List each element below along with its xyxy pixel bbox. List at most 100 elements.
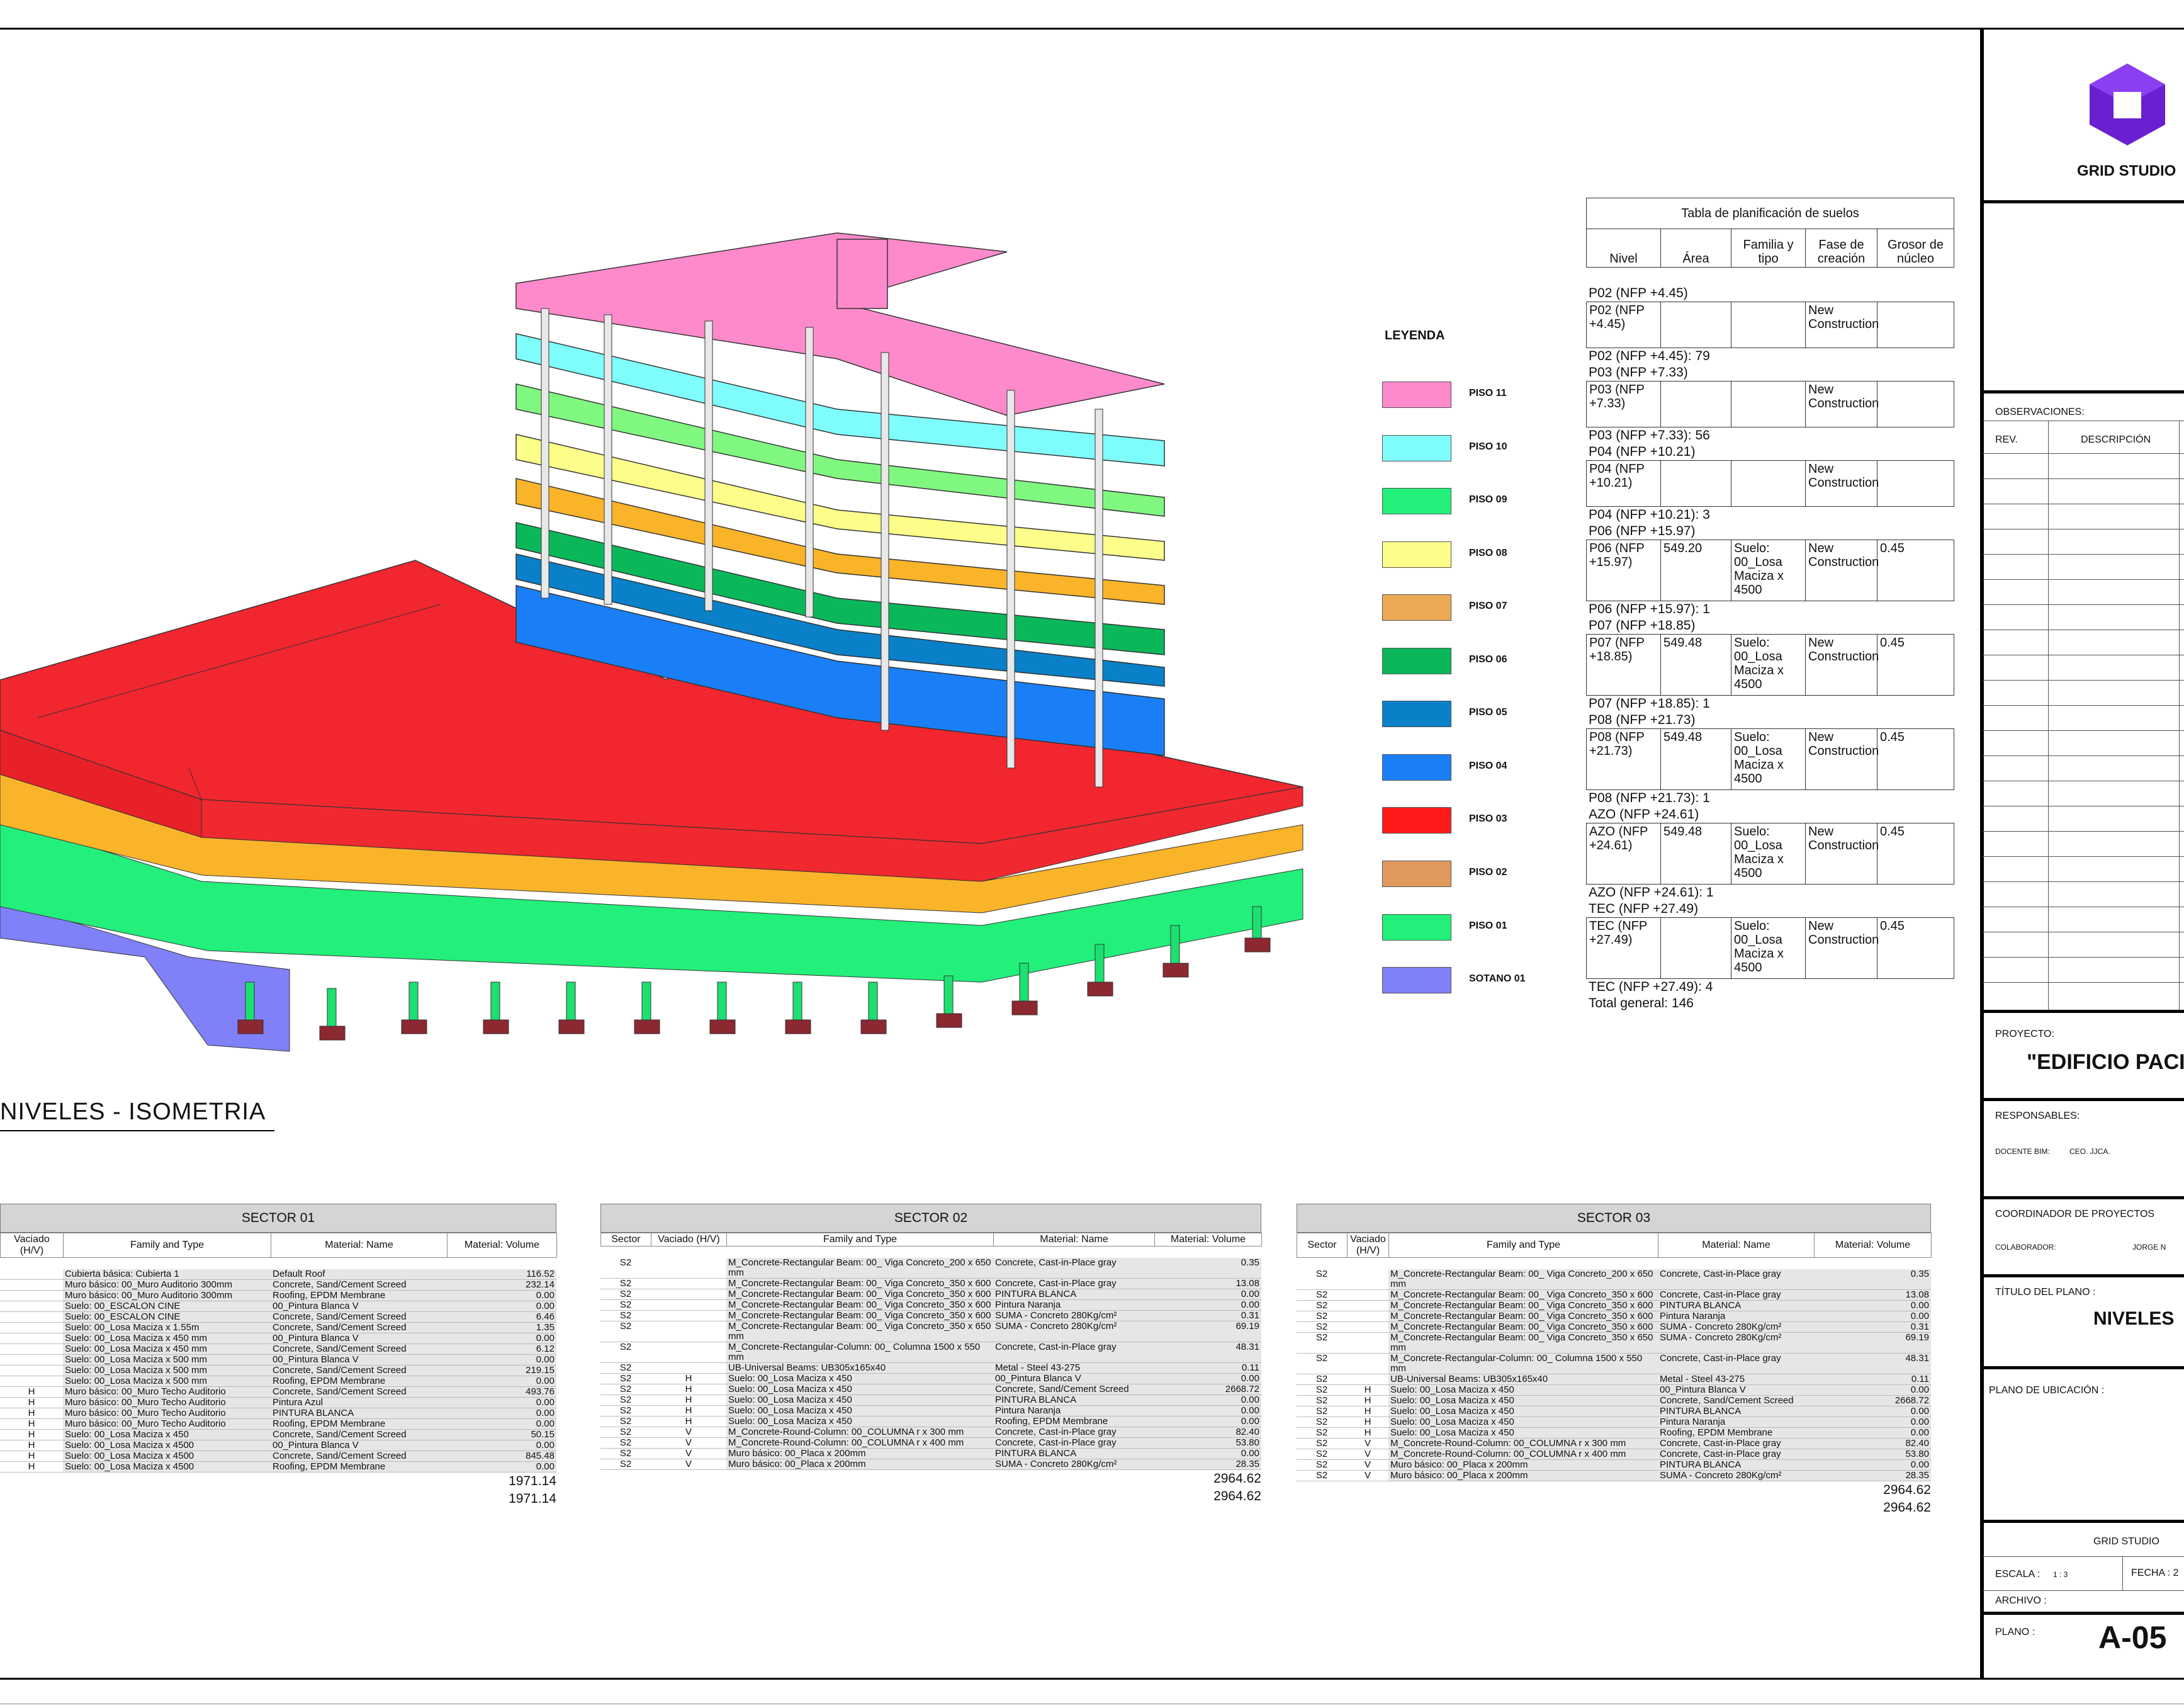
floor-cell: P03 (NFP +7.33) bbox=[1586, 381, 1661, 427]
legend-swatch bbox=[1382, 701, 1451, 727]
sector03-cell: V bbox=[1347, 1438, 1388, 1449]
sector01-cell: Muro básico: 00_Muro Auditorio 300mm bbox=[63, 1290, 271, 1301]
sector01-cell: 6.46 bbox=[447, 1311, 556, 1323]
sector02-cell: 48.31 bbox=[1154, 1342, 1261, 1363]
sector01-cell: Suelo: 00_Losa Maciza x 500 mm bbox=[63, 1365, 271, 1376]
table-row: S2 V M_Concrete-Round-Column: 00_COLUMNA r… bbox=[1297, 1438, 1931, 1449]
sector03-cell: Suelo: 00_Losa Maciza x 450 bbox=[1388, 1395, 1658, 1406]
sector03-cell: M_Concrete-Rectangular Beam: 00_ Viga Co… bbox=[1388, 1321, 1658, 1333]
sector01-cell bbox=[0, 1301, 63, 1312]
sector01-cell: Concrete, Sand/Cement Screed bbox=[271, 1365, 447, 1376]
floor-cell: New Construction bbox=[1805, 302, 1879, 348]
table-row: S2 V M_Concrete-Round-Column: 00_COLUMNA r… bbox=[600, 1437, 1261, 1449]
sector02-cell: S2 bbox=[600, 1416, 651, 1427]
floor-table-title: Tabla de planificación de suelos bbox=[1585, 198, 1955, 229]
sector01-cell: Concrete, Sand/Cement Screed bbox=[271, 1311, 447, 1323]
floor-cell: 549.48 bbox=[1660, 634, 1731, 696]
frame-top-line bbox=[0, 28, 2184, 30]
sector02-cell: Pintura Naranja bbox=[993, 1405, 1154, 1417]
sector02-cell: 13.08 bbox=[1154, 1278, 1261, 1289]
sector03-cell: M_Concrete-Rectangular Beam: 00_ Viga Co… bbox=[1388, 1332, 1658, 1354]
sector01-cell: 0.00 bbox=[447, 1333, 556, 1344]
table-row: S2 H Suelo: 00_Losa Maciza x 450 00_Pintura… bbox=[600, 1373, 1261, 1384]
docente-name: CEO. JJCA. bbox=[2069, 1147, 2110, 1156]
plano-number: A-05 bbox=[2098, 1620, 2167, 1655]
floor-group-count: P07 (NFP +18.85): 1 bbox=[1589, 696, 1710, 711]
sector03-cell: 2668.72 bbox=[1814, 1395, 1931, 1406]
sector03-cell: H bbox=[1347, 1395, 1388, 1406]
table-row: S2 V M_Concrete-Round-Column: 00_COLUMNA r… bbox=[600, 1427, 1261, 1438]
floor-cell: P08 (NFP +21.73) bbox=[1586, 728, 1661, 790]
docente-label: DOCENTE BIM: bbox=[1995, 1147, 2050, 1156]
sector03-title: SECTOR 03 bbox=[1297, 1204, 1931, 1233]
sector03-cell: S2 bbox=[1297, 1311, 1347, 1322]
sector03-cell: Concrete, Cast-in-Place gray bbox=[1658, 1289, 1814, 1301]
revision-row-line bbox=[1983, 730, 2184, 731]
floor-planning-table: Tabla de planificación de suelos Nivel Ár… bbox=[1585, 198, 1955, 1012]
coordinador-label: COORDINADOR DE PROYECTOS bbox=[1995, 1209, 2155, 1219]
table-row: S2 M_Concrete-Rectangular Beam: 00_ Viga … bbox=[600, 1278, 1261, 1289]
sector01-cell: Suelo: 00_Losa Maciza x 500 mm bbox=[63, 1354, 271, 1366]
floor-cell: New Construction bbox=[1805, 917, 1879, 979]
sector02-cell: Suelo: 00_Losa Maciza x 450 bbox=[726, 1373, 993, 1384]
sector01-cell: Concrete, Sand/Cement Screed bbox=[271, 1451, 447, 1462]
floor-row: P02 (NFP +4.45) New Construction bbox=[1586, 302, 1954, 348]
sector02-cell: Roofing, EPDM Membrane bbox=[993, 1416, 1154, 1427]
sector01-cell: 0.00 bbox=[447, 1376, 556, 1387]
floor-table-total: Total general: 146 bbox=[1589, 996, 1694, 1010]
table-row: S2 M_Concrete-Rectangular-Column: 00_ Col… bbox=[1297, 1353, 1931, 1374]
floor-cell: 549.20 bbox=[1660, 540, 1731, 601]
sector03-cell: M_Concrete-Rectangular Beam: 00_ Viga Co… bbox=[1388, 1289, 1658, 1301]
tb-line-7 bbox=[1983, 1366, 2184, 1369]
table-row: S2 M_Concrete-Rectangular Beam: 00_ Viga … bbox=[1297, 1321, 1931, 1333]
table-row: S2 UB-Universal Beams: UB305x165x40 Metal … bbox=[1297, 1374, 1931, 1385]
table-row: H Suelo: 00_Losa Maciza x 450 Concrete, Sa… bbox=[0, 1429, 556, 1440]
floor-group-title: P08 (NFP +21.73) bbox=[1589, 713, 1696, 727]
sector03-cell: UB-Universal Beams: UB305x165x40 bbox=[1388, 1374, 1658, 1385]
sector02-cell: S2 bbox=[600, 1384, 651, 1395]
table-row: H Suelo: 00_Losa Maciza x 4500 Concrete, S… bbox=[0, 1451, 556, 1462]
sector01-cell: 845.48 bbox=[447, 1451, 556, 1462]
floor-group-table: P03 (NFP +7.33) New Construction bbox=[1586, 381, 1954, 427]
sector03-cell bbox=[1347, 1353, 1388, 1374]
sector03-cell: Suelo: 00_Losa Maciza x 450 bbox=[1388, 1427, 1658, 1439]
sector01-header: Material: Volume bbox=[447, 1233, 557, 1258]
sector01-cell: H bbox=[0, 1461, 63, 1473]
sector03-total: 2964.62 bbox=[1883, 1483, 1931, 1497]
sector02-cell: PINTURA BLANCA bbox=[993, 1448, 1154, 1459]
floor-cell bbox=[1731, 460, 1806, 507]
table-row: Cubierta básica: Cubierta 1 Default Roof 1… bbox=[0, 1269, 556, 1280]
sector01-cell: H bbox=[0, 1418, 63, 1430]
sector03-cell: 48.31 bbox=[1814, 1353, 1931, 1374]
floor-cell: Suelo: 00_Losa Maciza x 4500 bbox=[1731, 634, 1806, 696]
sector01-cell: Suelo: 00_Losa Maciza x 4500 bbox=[63, 1461, 271, 1473]
sector03-cell: Suelo: 00_Losa Maciza x 450 bbox=[1388, 1384, 1658, 1396]
table-row: S2 H Suelo: 00_Losa Maciza x 450 Pintura Na… bbox=[600, 1405, 1261, 1417]
sector01-cell: 0.00 bbox=[447, 1461, 556, 1473]
table-row: Suelo: 00_Losa Maciza x 1.55m Concrete, S… bbox=[0, 1322, 556, 1333]
revision-row-line bbox=[1983, 554, 2184, 555]
sector03-cell: PINTURA BLANCA bbox=[1658, 1406, 1814, 1417]
drawing-title: NIVELES - ISOMETRIA bbox=[0, 1099, 266, 1125]
sector02-cell: S2 bbox=[600, 1258, 651, 1279]
sector01-cell bbox=[0, 1365, 63, 1376]
sector01-cell: 0.00 bbox=[447, 1418, 556, 1430]
table-row: S2 H Suelo: 00_Losa Maciza x 450 Roofing, E… bbox=[600, 1416, 1261, 1427]
sector02-header: Material: Name bbox=[993, 1233, 1155, 1247]
sector02-cell: SUMA - Concreto 280Kg/cm² bbox=[993, 1310, 1154, 1321]
sector01-total-general: 1971.14 bbox=[509, 1491, 556, 1506]
sector03-cell: S2 bbox=[1297, 1406, 1347, 1417]
sector02-title: SECTOR 02 bbox=[600, 1204, 1261, 1233]
sector03-cell: S2 bbox=[1297, 1269, 1347, 1290]
floor-group-title: P06 (NFP +15.97) bbox=[1589, 524, 1696, 538]
floor-cell: AZO (NFP +24.61) bbox=[1586, 823, 1661, 885]
sector02-cell bbox=[651, 1258, 726, 1279]
sector02-cell bbox=[651, 1362, 726, 1374]
legend-label: PISO 07 bbox=[1469, 601, 1507, 611]
sector02-cell: 0.00 bbox=[1154, 1405, 1261, 1417]
legend-label: PISO 11 bbox=[1469, 388, 1507, 399]
sector02-total-general: 2964.62 bbox=[1213, 1489, 1261, 1503]
colaborador-name: JORGE N bbox=[2132, 1243, 2166, 1252]
revision-col-line bbox=[2179, 421, 2180, 1010]
revision-row-line bbox=[1983, 478, 2184, 479]
